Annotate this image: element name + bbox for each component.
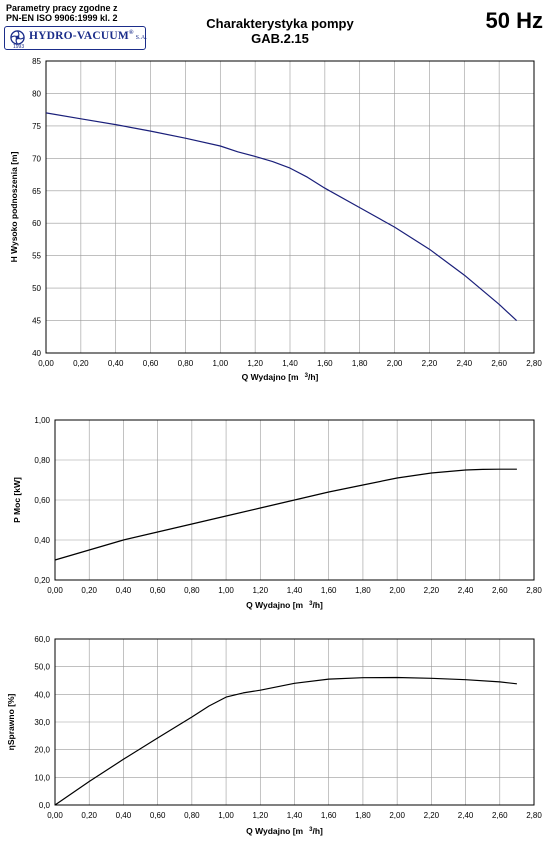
efficiency-x-tick-label: 2,80 — [526, 811, 542, 820]
head-x-tick-label: 0,40 — [108, 359, 124, 368]
power-x-tick-label: 2,20 — [424, 586, 440, 595]
head-x-tick-label: 0,80 — [178, 359, 194, 368]
efficiency-x-tick-label: 0,80 — [184, 811, 200, 820]
efficiency-chart: 0,00 0,20 0,40 0,60 0,80 1,00 1,20 1,40 1,60 1,80… — [6, 635, 542, 836]
efficiency-x-tick-label: 1,00 — [218, 811, 234, 820]
head-y-tick-label: 55 — [32, 252, 41, 261]
head-y-tick-label: 50 — [32, 284, 41, 293]
power-x-tick-label: 2,60 — [492, 586, 508, 595]
power-x-tick-label: 1,00 — [218, 586, 234, 595]
power-x-tick-label: 1,40 — [287, 586, 303, 595]
report-header: Parametry pracy zgodne z PN-EN ISO 9906:… — [0, 0, 553, 58]
efficiency-x-tick-label: 2,40 — [458, 811, 474, 820]
head-y-tick-label: 85 — [32, 57, 41, 66]
power-x-tick-label: 1,20 — [252, 586, 268, 595]
power-x-tick-label: 2,80 — [526, 586, 542, 595]
efficiency-y-tick-label: 50,0 — [34, 663, 50, 672]
efficiency-plot-frame — [54, 638, 535, 806]
power-plot-frame — [54, 419, 535, 581]
power-y-tick-label: 0,20 — [34, 576, 50, 585]
efficiency-x-tick-label: 2,00 — [389, 811, 405, 820]
efficiency-y-tick-label: 60,0 — [34, 635, 50, 644]
head-x-tick-label: 2,60 — [491, 359, 507, 368]
power-x-axis-title: Q Wydajno [m 3/h] — [246, 600, 323, 610]
brand-year: 1993 — [13, 44, 25, 50]
head-x-tick-label: 2,40 — [456, 359, 472, 368]
efficiency-y-tick-label: 20,0 — [34, 746, 50, 755]
efficiency-x-tick-label: 1,20 — [252, 811, 268, 820]
efficiency-y-axis-title: ηSprawno [%] — [6, 694, 16, 751]
power-y-tick-label: 0,80 — [34, 456, 50, 465]
power-x-tick-label: 2,00 — [389, 586, 405, 595]
power-y-tick-label: 0,60 — [34, 496, 50, 505]
efficiency-x-tick-label: 1,40 — [287, 811, 303, 820]
head-x-tick-label: 2,20 — [422, 359, 438, 368]
head-y-tick-label: 80 — [32, 89, 41, 98]
power-y-tick-label: 0,40 — [34, 536, 50, 545]
head-x-tick-label: 1,00 — [212, 359, 228, 368]
efficiency-y-tick-label: 40,0 — [34, 690, 50, 699]
head-y-tick-label: 75 — [32, 122, 41, 131]
head-x-axis-title: Q Wydajno [m 3/h] — [242, 372, 319, 382]
efficiency-x-axis-title: Q Wydajno [m 3/h] — [246, 826, 323, 836]
efficiency-x-tick-label: 0,60 — [150, 811, 166, 820]
power-series-line-0 — [54, 468, 517, 561]
power-x-tick-label: 0,60 — [150, 586, 166, 595]
head-chart: 0,00 0,20 0,40 0,60 0,80 1,00 1,20 1,40 1,60 1,80… — [9, 57, 542, 382]
efficiency-y-tick-label: 0,0 — [39, 801, 51, 810]
standard-line-2: PN-EN ISO 9906:1999 kl. 2 — [6, 13, 118, 23]
brand-registered-mark: ® — [128, 30, 134, 37]
hydro-vacuum-logo: HYDRO-VACUUM®S.A. 1993 — [4, 26, 148, 50]
head-x-tick-label: 2,00 — [387, 359, 403, 368]
power-chart: 0,00 0,20 0,40 0,60 0,80 1,00 1,20 1,40 1,60 1,80… — [12, 416, 542, 610]
standard-line-1: Parametry pracy zgodne z — [6, 3, 118, 13]
head-x-tick-label: 1,40 — [282, 359, 298, 368]
head-y-axis-title: H Wysoko podnoszenia [m] — [9, 151, 19, 262]
power-x-tick-label: 0,80 — [184, 586, 200, 595]
efficiency-series-line-0 — [54, 676, 517, 806]
head-x-tick-label: 0,00 — [38, 359, 54, 368]
power-x-tick-label: 0,00 — [47, 586, 63, 595]
head-plot-frame — [45, 60, 535, 354]
head-y-tick-label: 60 — [32, 219, 41, 228]
chart-title-line-1: Charakterystyka pompy — [206, 16, 354, 31]
frequency-label: 50 Hz — [485, 8, 543, 33]
power-x-tick-label: 0,20 — [81, 586, 97, 595]
head-x-tick-label: 0,20 — [73, 359, 89, 368]
efficiency-x-tick-label: 0,20 — [81, 811, 97, 820]
power-x-tick-label: 1,60 — [321, 586, 337, 595]
power-x-tick-label: 1,80 — [355, 586, 371, 595]
head-y-tick-label: 65 — [32, 187, 41, 196]
power-y-axis-title: P Moc [kW] — [12, 477, 22, 523]
efficiency-x-tick-label: 2,60 — [492, 811, 508, 820]
head-x-tick-label: 1,60 — [317, 359, 333, 368]
head-x-tick-label: 2,80 — [526, 359, 542, 368]
impeller-icon — [10, 30, 25, 45]
head-x-tick-label: 0,60 — [143, 359, 159, 368]
efficiency-y-tick-label: 30,0 — [34, 718, 50, 727]
head-series-line-0 — [45, 112, 518, 322]
efficiency-x-tick-label: 2,20 — [424, 811, 440, 820]
head-x-tick-label: 1,20 — [247, 359, 263, 368]
head-y-tick-label: 40 — [32, 349, 41, 358]
power-x-tick-label: 2,40 — [458, 586, 474, 595]
head-y-tick-label: 70 — [32, 154, 41, 163]
efficiency-x-tick-label: 0,40 — [116, 811, 132, 820]
power-y-tick-label: 1,00 — [34, 416, 50, 425]
brand-suffix: S.A. — [135, 35, 148, 41]
power-x-tick-label: 0,40 — [116, 586, 132, 595]
efficiency-x-tick-label: 1,80 — [355, 811, 371, 820]
head-y-tick-label: 45 — [32, 317, 41, 326]
head-x-tick-label: 1,80 — [352, 359, 368, 368]
efficiency-y-tick-label: 10,0 — [34, 773, 50, 782]
chart-title-line-2: GAB.2.15 — [251, 31, 309, 46]
efficiency-x-tick-label: 0,00 — [47, 811, 63, 820]
efficiency-x-tick-label: 1,60 — [321, 811, 337, 820]
brand-name: HYDRO-VACUUM — [29, 30, 129, 42]
